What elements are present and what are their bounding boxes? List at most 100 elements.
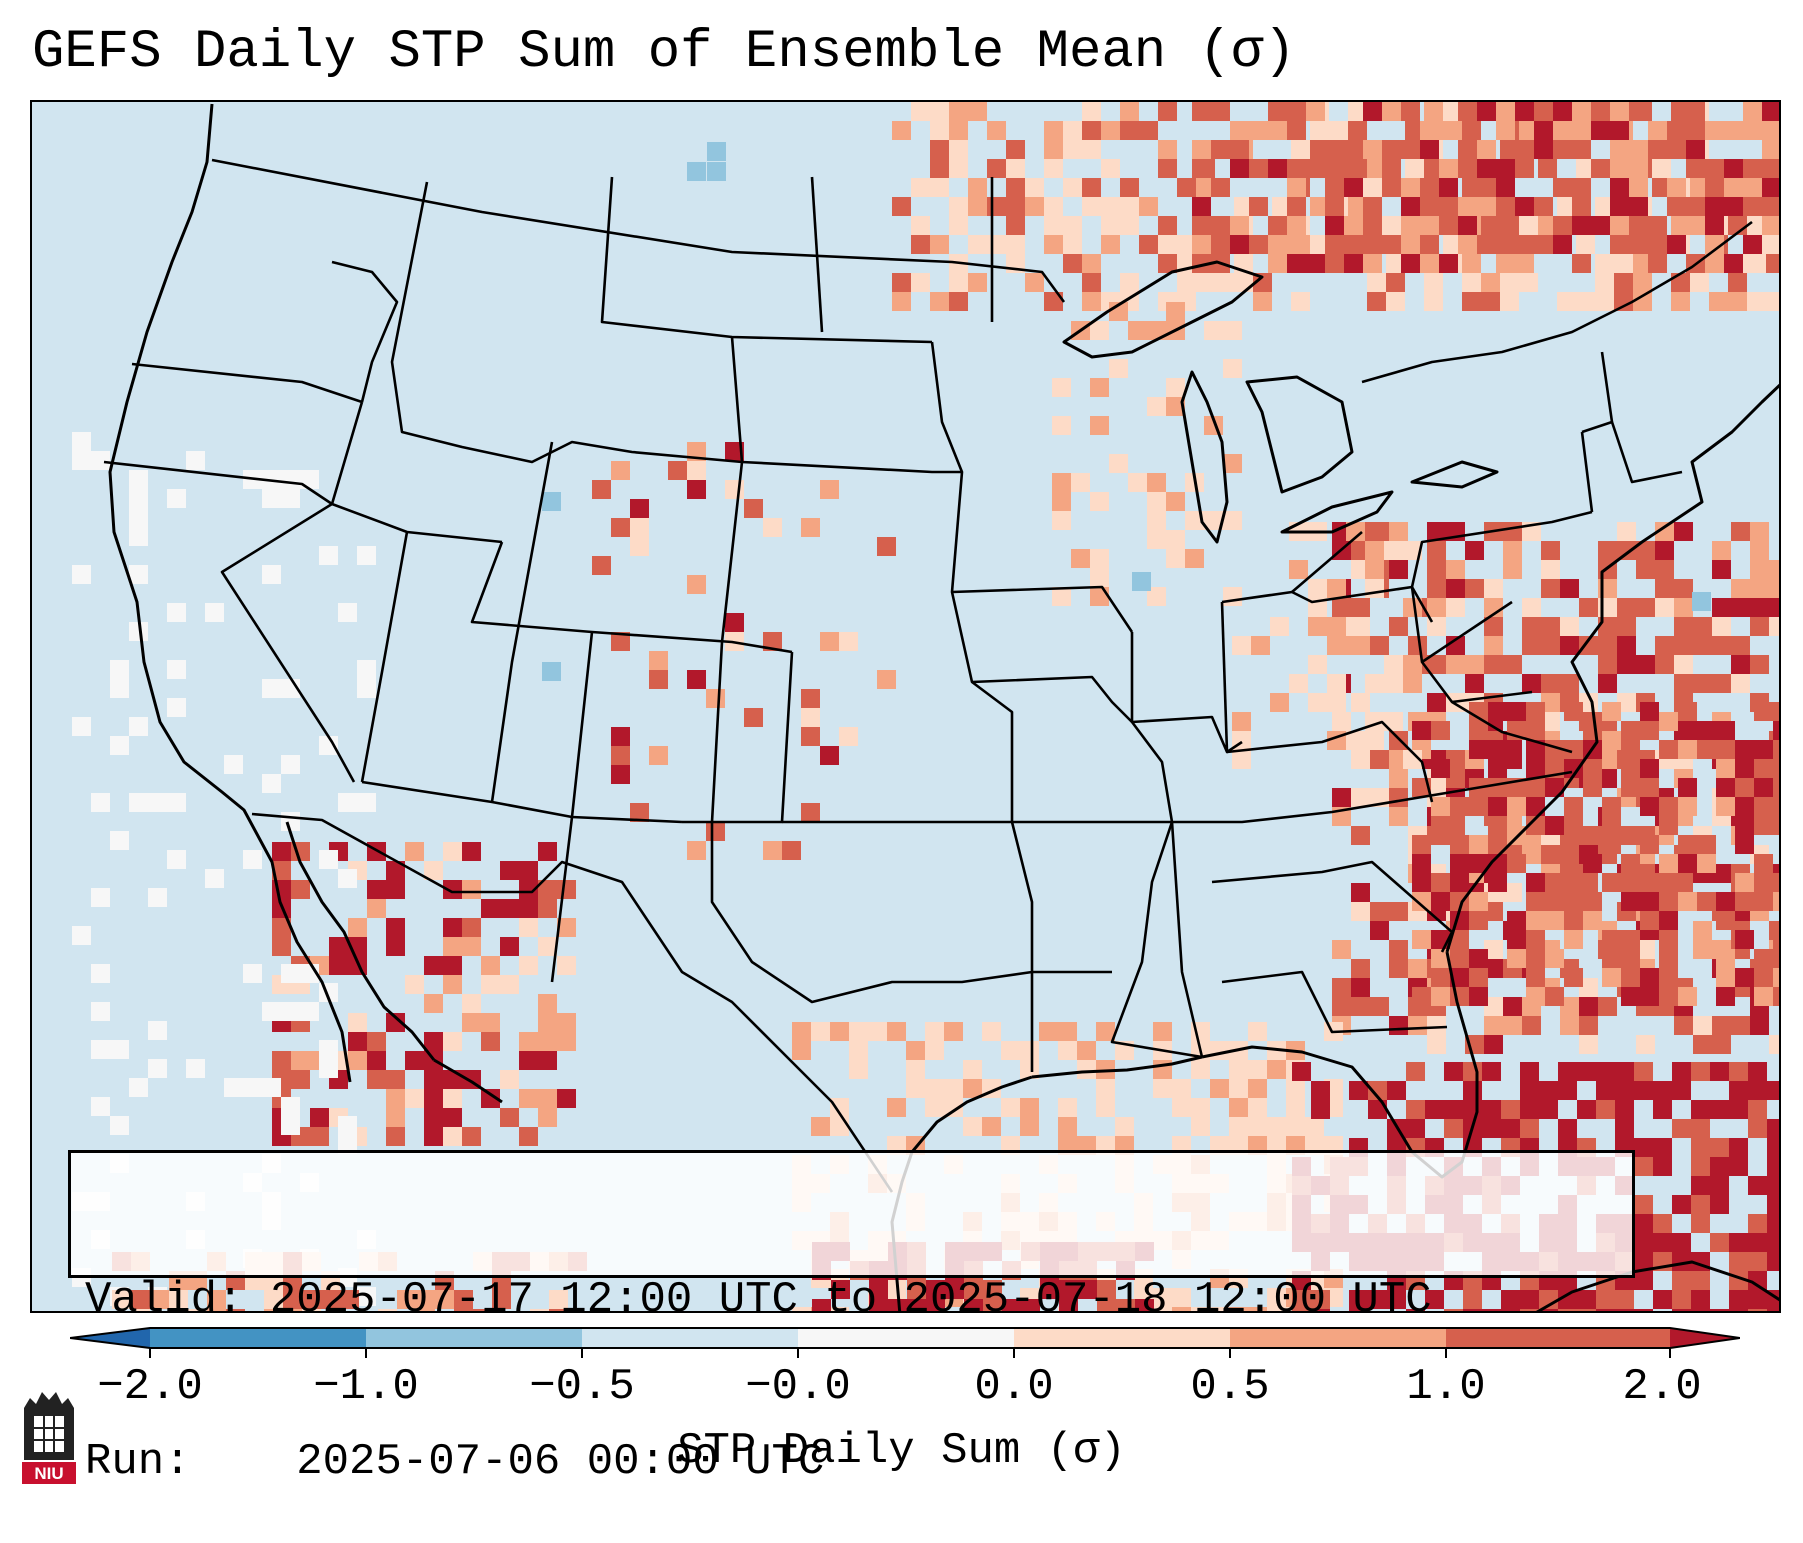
anomaly-cell xyxy=(1617,655,1636,674)
anomaly-cell xyxy=(1747,292,1766,311)
niu-logo: NIU xyxy=(22,1392,76,1484)
anomaly-cell xyxy=(1634,1081,1653,1100)
anomaly-cell xyxy=(1602,797,1621,816)
anomaly-cell xyxy=(1363,216,1382,235)
anomaly-cell xyxy=(1403,674,1422,693)
anomaly-cell xyxy=(987,121,1006,140)
anomaly-cell xyxy=(849,1060,868,1079)
anomaly-cell xyxy=(1484,940,1503,959)
anomaly-cell xyxy=(1507,797,1526,816)
anomaly-cell xyxy=(1640,911,1659,930)
anomaly-cell xyxy=(1716,987,1735,1006)
anomaly-cell xyxy=(1766,235,1779,254)
anomaly-cell xyxy=(1101,121,1120,140)
anomaly-cell xyxy=(930,292,949,311)
anomaly-cell xyxy=(424,1089,443,1108)
anomaly-cell xyxy=(357,793,376,812)
anomaly-cell xyxy=(91,793,110,812)
anomaly-cell xyxy=(1659,816,1678,835)
anomaly-speckle-layer xyxy=(542,142,1711,681)
anomaly-cell xyxy=(538,1032,557,1051)
anomaly-cell xyxy=(1674,655,1693,674)
anomaly-cell xyxy=(1006,216,1025,235)
anomaly-cell xyxy=(725,613,744,632)
anomaly-cell xyxy=(1602,949,1621,968)
anomaly-cell xyxy=(1248,1022,1267,1041)
anomaly-cell xyxy=(1351,598,1370,617)
valid-label: Valid: xyxy=(85,1275,244,1325)
anomaly-cell xyxy=(1249,159,1268,178)
anomaly-cell xyxy=(1697,721,1716,740)
anomaly-cell xyxy=(668,461,687,480)
canada-border xyxy=(211,158,1066,303)
anomaly-cell xyxy=(1191,1117,1210,1136)
anomaly-cell xyxy=(405,1089,424,1108)
anomaly-cell xyxy=(1232,636,1251,655)
anomaly-cell xyxy=(386,937,405,956)
anomaly-cell xyxy=(1591,121,1610,140)
anomaly-cell xyxy=(1058,1098,1077,1117)
anomaly-cell xyxy=(888,1299,907,1311)
anomaly-cell xyxy=(1450,949,1469,968)
anomaly-cell xyxy=(1610,102,1629,121)
anomaly-cell xyxy=(1705,178,1724,197)
anomaly-cell xyxy=(167,850,186,869)
anomaly-cell xyxy=(1693,921,1712,940)
anomaly-cell xyxy=(110,660,129,679)
anomaly-cell xyxy=(1496,197,1515,216)
anomaly-cell xyxy=(538,842,557,861)
anomaly-cell xyxy=(348,1051,367,1070)
anomaly-cell xyxy=(1368,1290,1387,1309)
anomaly-cell xyxy=(1488,740,1507,759)
anomaly-cell xyxy=(1311,1290,1330,1309)
anomaly-cell xyxy=(849,1022,868,1041)
anomaly-cell xyxy=(1412,873,1431,892)
anomaly-cell xyxy=(1082,292,1101,311)
anomaly-cell xyxy=(1636,541,1655,560)
anomaly-cell xyxy=(1210,1307,1229,1311)
anomaly-cell xyxy=(207,1290,226,1309)
anomaly-cell xyxy=(1248,1307,1267,1311)
anomaly-cell xyxy=(1748,1062,1767,1081)
anomaly-cell xyxy=(264,1309,283,1311)
anomaly-cell xyxy=(1488,702,1507,721)
anomaly-cell xyxy=(1420,254,1439,273)
anomaly-cell xyxy=(1063,235,1082,254)
anomaly-cell xyxy=(630,518,649,537)
anomaly-cell xyxy=(1773,702,1779,721)
anomaly-cell xyxy=(1526,721,1545,740)
anomaly-cell xyxy=(91,1097,110,1116)
louisiana-coast xyxy=(1031,1055,1203,1079)
anomaly-cell xyxy=(987,235,1006,254)
anomaly-cell xyxy=(1192,197,1211,216)
anomaly-cell xyxy=(186,1059,205,1078)
anomaly-cell xyxy=(1177,273,1196,292)
anomaly-cell xyxy=(1572,140,1591,159)
anomaly-cell xyxy=(1541,674,1560,693)
anomaly-cell xyxy=(1652,178,1671,197)
anomaly-cell xyxy=(1503,883,1522,902)
anomaly-cell xyxy=(877,537,896,556)
anomaly-cell xyxy=(1671,216,1690,235)
anomaly-cell xyxy=(188,1309,207,1311)
anomaly-cell xyxy=(1705,254,1724,273)
anomaly-cell xyxy=(1598,750,1617,769)
anomaly-cell xyxy=(1063,178,1082,197)
anomaly-cell xyxy=(1223,321,1242,340)
anomaly-cell xyxy=(1229,1307,1248,1311)
anomaly-cell xyxy=(1223,587,1242,606)
anomaly-cell xyxy=(1386,273,1405,292)
anomaly-cell xyxy=(1640,835,1659,854)
anomaly-cell xyxy=(1640,892,1659,911)
anomaly-cell xyxy=(1401,235,1420,254)
anomaly-cell xyxy=(1598,541,1617,560)
anomaly-cell xyxy=(1672,1252,1691,1271)
anomaly-cell xyxy=(892,121,911,140)
anomaly-cell xyxy=(319,1040,338,1059)
anomaly-cell xyxy=(272,842,291,861)
anomaly-cell xyxy=(968,273,987,292)
colorbar-segment xyxy=(582,1328,798,1348)
anomaly-cell xyxy=(811,1022,830,1041)
anomaly-cell xyxy=(264,1290,283,1309)
anomaly-cell xyxy=(1712,1016,1731,1035)
